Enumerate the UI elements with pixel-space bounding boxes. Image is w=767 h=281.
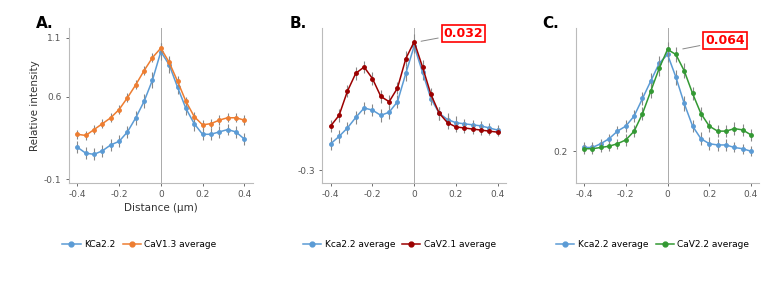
Text: C.: C.	[543, 16, 559, 31]
Text: 0.064: 0.064	[683, 34, 745, 49]
Text: 0.032: 0.032	[421, 27, 483, 41]
Text: B.: B.	[289, 16, 307, 31]
Y-axis label: Relative intensity: Relative intensity	[30, 60, 40, 151]
Legend: KCa2.2, CaV1.3 average: KCa2.2, CaV1.3 average	[59, 236, 220, 252]
Legend: Kca2.2 average, CaV2.1 average: Kca2.2 average, CaV2.1 average	[299, 236, 500, 252]
X-axis label: Distance (μm): Distance (μm)	[124, 203, 198, 214]
Text: A.: A.	[36, 16, 54, 31]
Legend: Kca2.2 average, CaV2.2 average: Kca2.2 average, CaV2.2 average	[553, 236, 753, 252]
